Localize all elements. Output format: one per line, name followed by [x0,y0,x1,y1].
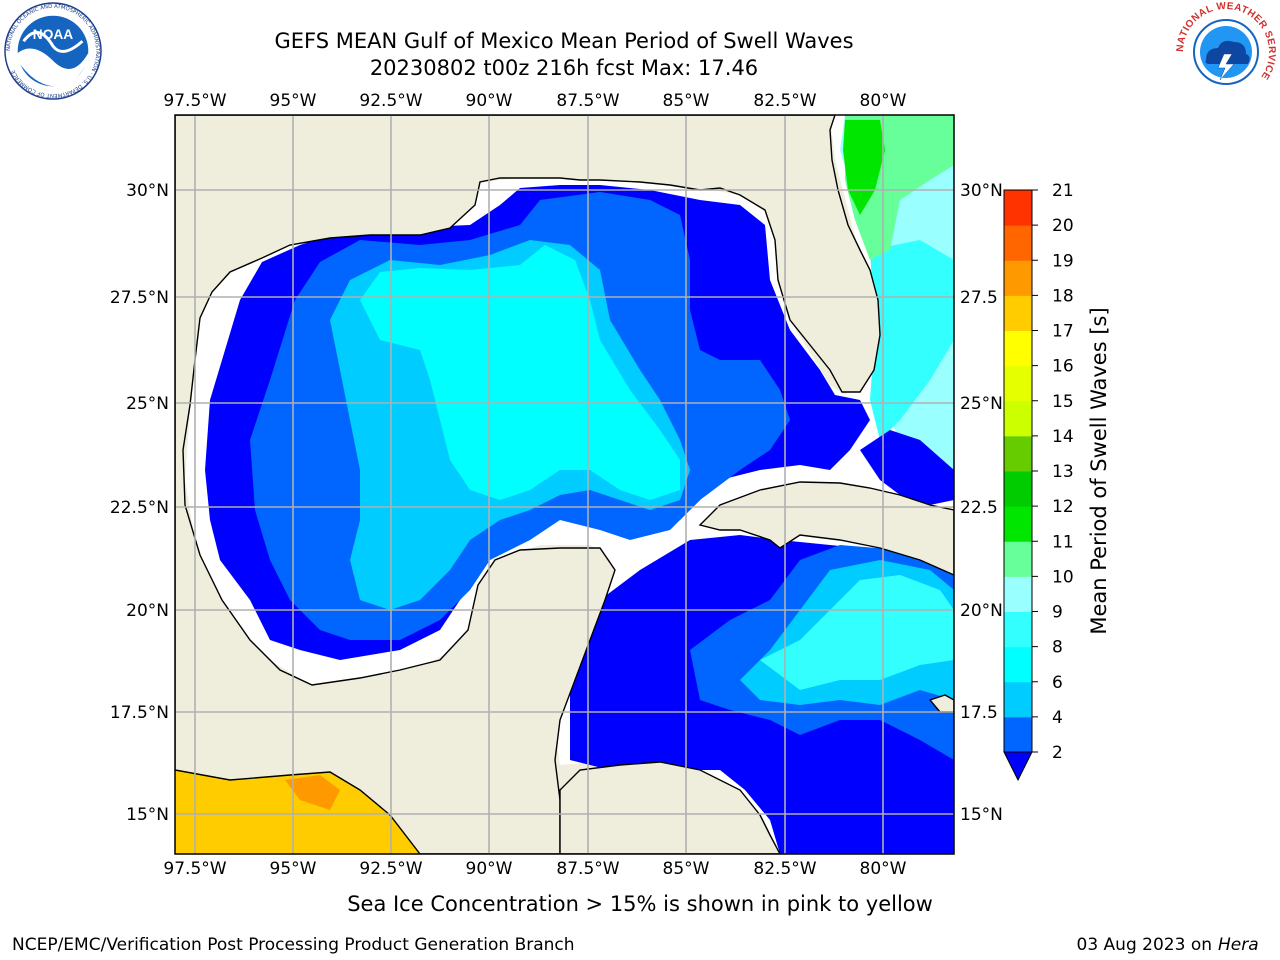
lon-tick-label: 92.5°W [359,859,422,879]
colorbar-segment [1004,295,1032,331]
colorbar-tick-label: 12 [1052,497,1074,517]
lat-tick-label: 20°N [126,601,169,621]
lat-tick-label: 22.5 [960,498,998,518]
gridlines [175,115,954,854]
mexico-land [175,115,881,854]
colorbar-segment [1004,260,1032,296]
lat-tick-label: 30°N [960,181,1003,201]
lon-tick-label: 82.5°W [753,91,816,111]
colorbar-segment [1004,190,1032,226]
lat-tick-label: 20°N [960,601,1003,621]
lon-tick-label: 82.5°W [753,859,816,879]
pacific-16-17s [175,770,420,854]
colorbar-tick-label: 14 [1052,427,1074,447]
cuba-land [698,481,954,576]
colorbar-tick-label: 18 [1052,286,1074,306]
sea-ice-note: Sea Ice Concentration > 15% is shown in … [347,892,933,916]
noaa-logo-text: NOAA [33,27,73,42]
colorbar-tick-label: 15 [1052,392,1074,412]
credit-text: NCEP/EMC/Verification Post Processing Pr… [12,935,575,955]
lat-labels-right: 30°N 27.5 25°N 22.5 20°N 17.5 15°N [960,181,1003,825]
atlantic-6-8s [870,240,954,440]
colorbar-tick-label: 16 [1052,357,1074,377]
colorbar-tick-label: 17 [1052,322,1074,342]
lon-tick-label: 90°W [466,91,513,111]
colorbar-segment [1004,681,1032,718]
colorbar-tick-label: 4 [1052,708,1063,728]
lon-tick-label: 85°W [663,91,710,111]
colorbar-segment [1004,365,1032,402]
map-title: GEFS MEAN Gulf of Mexico Mean Period of … [274,29,853,53]
colorbar-segment [1004,330,1032,367]
land-masses [175,115,954,854]
colorbar-segment [1004,506,1032,542]
map-subtitle: 20230802 t00z 216h fcst Max: 17.46 [370,56,758,80]
lat-tick-label: 17.5 [960,703,998,723]
lon-tick-label: 97.5°W [163,859,226,879]
colorbar-segment [1004,435,1032,472]
lat-tick-label: 25°N [960,394,1003,414]
lat-tick-label: 25°N [126,394,169,414]
colorbar-tick-label: 9 [1052,603,1063,623]
colorbar-ticks: 2 4 6 8 9 10 11 12 13 14 15 16 17 18 19 20 21 [1032,181,1074,763]
central-america-land [559,761,781,854]
colorbar-tick-label: 19 [1052,251,1074,271]
colorbar-label: Mean Period of Swell Waves [s] [1087,307,1111,634]
colorbar-segment [1004,716,1032,753]
colorbar-tick-label: 10 [1052,567,1074,587]
atlantic-10-11s [843,120,885,215]
lon-tick-label: 85°W [663,859,710,879]
noaa-logo: NATIONAL OCEANIC AND ATMOSPHERIC ADMINIS… [4,2,102,100]
colorbar-underflow-triangle [1003,751,1033,782]
lat-tick-label: 15°N [126,805,169,825]
lat-tick-label: 17.5°N [110,703,169,723]
colorbar-segment [1004,611,1032,648]
colorbar-tick-label: 8 [1052,638,1063,658]
lat-tick-label: 22.5°N [110,498,169,518]
nws-logo: NATIONAL WEATHER SERVICE [1176,2,1276,101]
colorbar: 2 4 6 8 9 10 11 12 13 14 15 16 17 18 19 20 21 Mean Perio… [1003,181,1111,782]
colorbar-segment [1004,225,1032,261]
colorbar-tick-label: 11 [1052,532,1074,552]
host-text: Hera [1218,935,1259,955]
lat-labels-left: 30°N 27.5°N 25°N 22.5°N 20°N 17.5°N 15°N [110,181,169,825]
pacific-17-18s [285,775,340,810]
lat-tick-label: 15°N [960,805,1003,825]
lon-tick-label: 95°W [270,859,317,879]
colorbar-tick-label: 2 [1052,743,1063,763]
colorbar-segments [1004,190,1032,753]
lon-labels-bottom: 97.5°W 95°W 92.5°W 90°W 87.5°W 85°W 82.5… [163,859,906,879]
date-text: 03 Aug 2023 on [1077,935,1212,955]
colorbar-tick-label: 13 [1052,462,1074,482]
lon-tick-label: 90°W [466,859,513,879]
lon-tick-label: 80°W [860,91,907,111]
lon-tick-label: 87.5°W [556,91,619,111]
map-panel [174,114,955,855]
colorbar-tick-label: 6 [1052,673,1063,693]
lon-tick-label: 80°W [860,859,907,879]
field-6-8s [360,245,680,500]
lon-labels-top: 97.5°W 95°W 92.5°W 90°W 87.5°W 85°W 82.5… [163,91,906,111]
lon-tick-label: 87.5°W [556,859,619,879]
colorbar-tick-label: 21 [1052,181,1074,201]
map-frame [174,114,955,855]
colorbar-segment [1004,541,1032,577]
colorbar-segment [1004,471,1032,507]
lon-tick-label: 92.5°W [359,91,422,111]
island-land [928,694,954,713]
lat-tick-label: 27.5 [960,288,998,308]
colorbar-segment [1004,646,1032,683]
lat-tick-label: 30°N [126,181,169,201]
caribbean-6-8s [760,575,954,690]
lon-tick-label: 97.5°W [163,91,226,111]
colorbar-segment [1004,576,1032,612]
lat-tick-label: 27.5°N [110,288,169,308]
colorbar-segment [1004,400,1032,437]
wave-period-field [175,115,954,854]
lon-tick-label: 95°W [270,91,317,111]
colorbar-tick-label: 20 [1052,216,1074,236]
